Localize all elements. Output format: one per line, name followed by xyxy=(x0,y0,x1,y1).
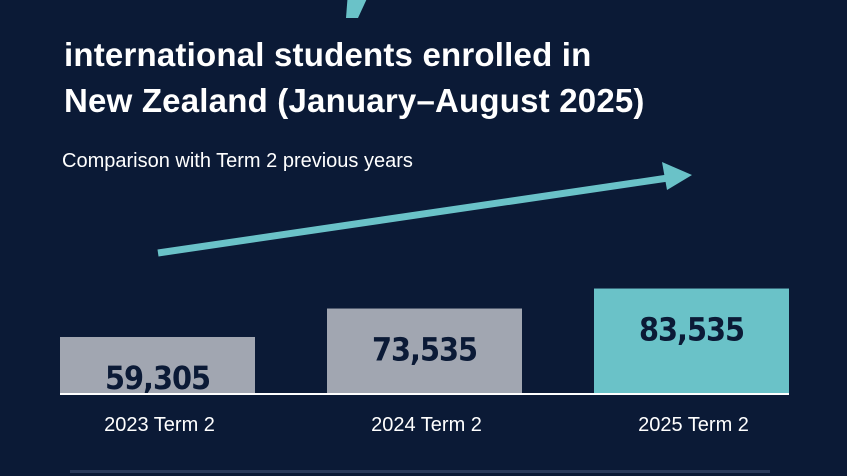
bar-value-label-3: 83,535 xyxy=(639,311,744,349)
chart-subtitle: Comparison with Term 2 previous years xyxy=(62,150,413,172)
bar-1 xyxy=(60,336,255,393)
slash-decoration-icon xyxy=(346,0,367,18)
chart-title: international students enrolled in New Z… xyxy=(64,32,804,124)
bar-2 xyxy=(327,308,522,393)
bar-value-label-2: 73,535 xyxy=(372,331,477,369)
category-label-3: 2025 Term 2 xyxy=(638,414,749,436)
trend-arrow-head-icon xyxy=(662,162,692,190)
footer-divider xyxy=(70,470,770,473)
chart-title-line-2: New Zealand (January–August 2025) xyxy=(64,82,645,119)
category-label-2: 2024 Term 2 xyxy=(371,414,482,436)
bar-value-label-1: 59,305 xyxy=(105,359,210,397)
category-label-1: 2023 Term 2 xyxy=(104,414,215,436)
bar-3 xyxy=(594,288,789,393)
chart-title-line-1: international students enrolled in xyxy=(64,36,592,73)
trend-arrow-line xyxy=(157,174,669,257)
